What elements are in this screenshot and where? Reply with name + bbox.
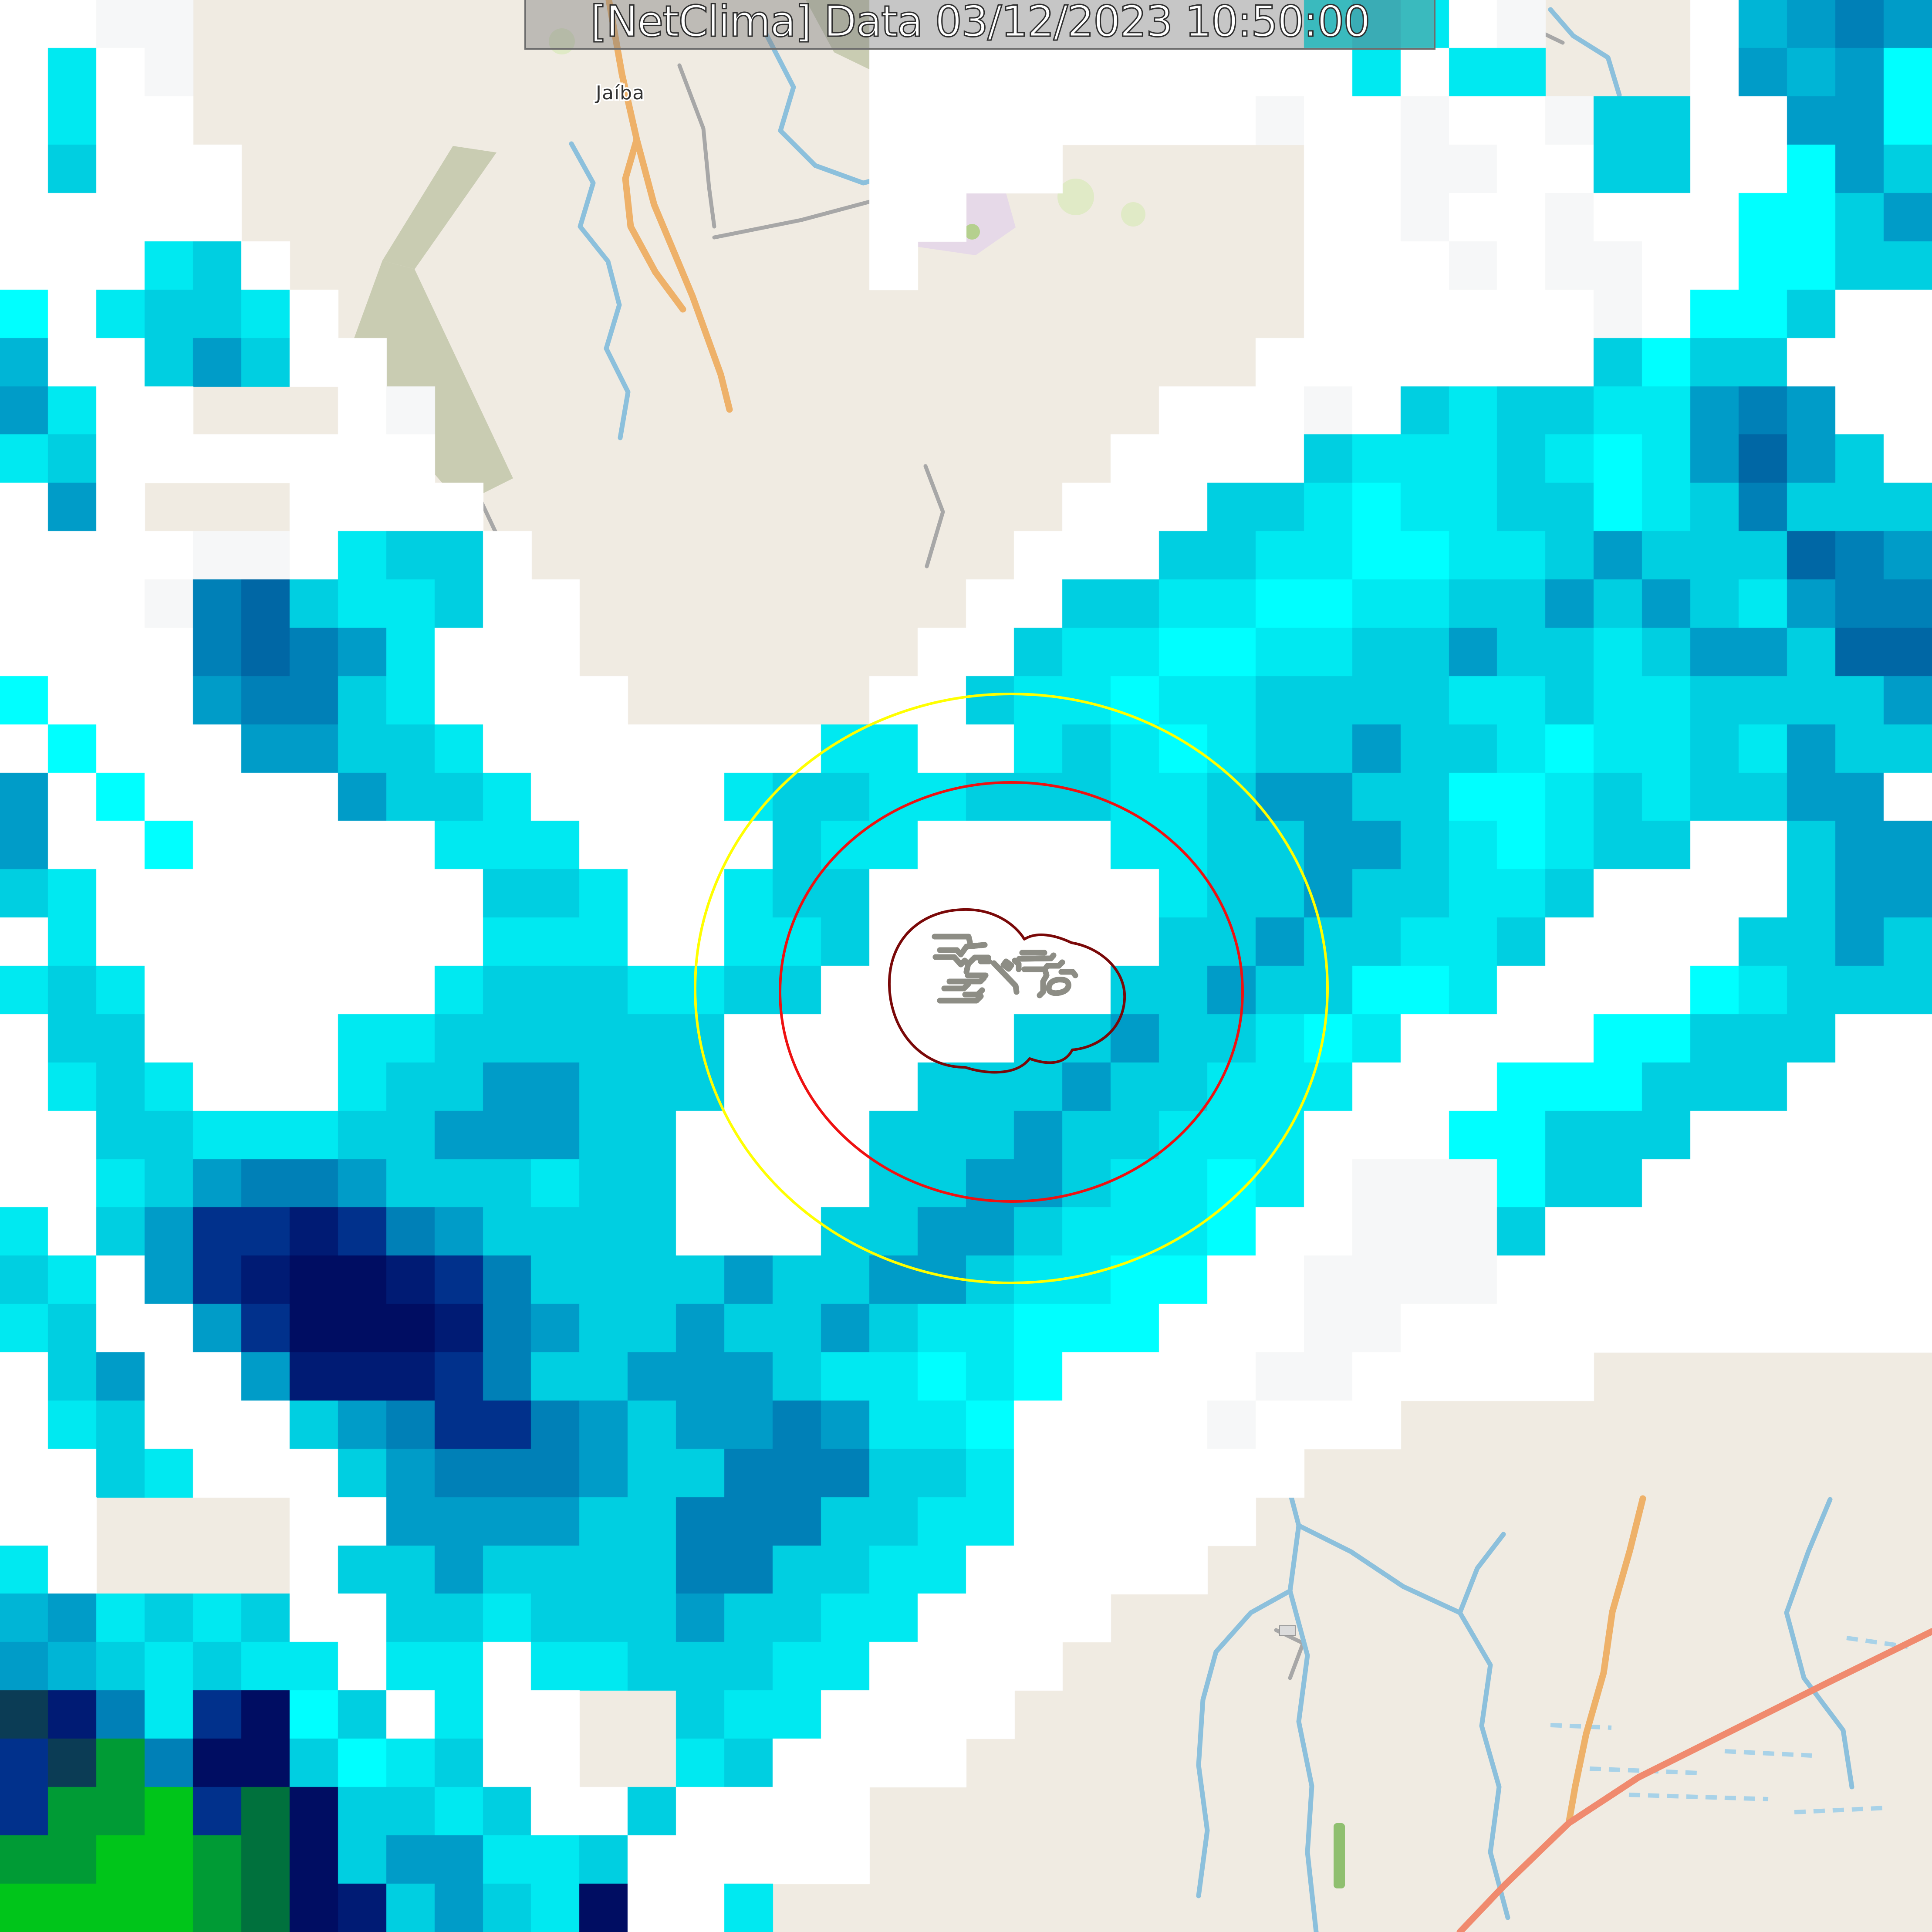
range-ring-middle: [779, 781, 1244, 1203]
range-ring-outer: [694, 693, 1329, 1284]
center-streets-sketch: [932, 934, 1078, 1004]
range-ring-inner: [888, 908, 1126, 1074]
title-bar-text: [NetClima] Data 03/12/2023 10:50:00: [590, 0, 1371, 47]
netclima-title-bar: [NetClima] Data 03/12/2023 10:50:00: [524, 0, 1435, 50]
